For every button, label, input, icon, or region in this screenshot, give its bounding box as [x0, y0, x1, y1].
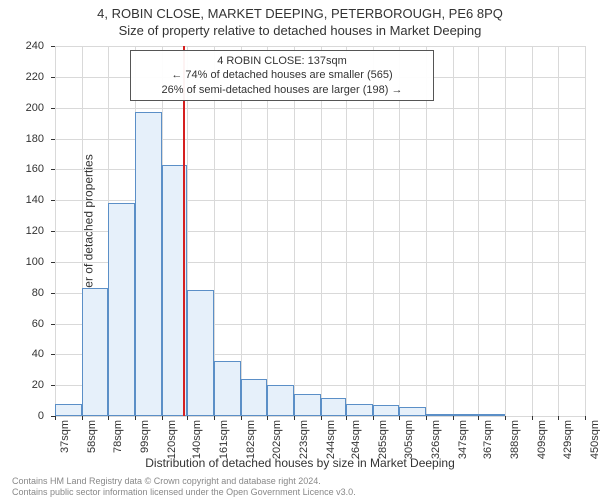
histogram-bar	[214, 361, 241, 417]
histogram-bar	[187, 290, 214, 416]
reference-line	[183, 46, 185, 416]
footer-line-2: Contains public sector information licen…	[12, 487, 356, 498]
histogram-bar	[294, 394, 321, 416]
histogram-bar	[373, 405, 399, 416]
footer-attribution: Contains HM Land Registry data © Crown c…	[12, 476, 356, 498]
gridline-vertical	[558, 46, 559, 416]
gridline-vertical	[399, 46, 400, 416]
gridline-vertical	[267, 46, 268, 416]
gridline-vertical	[55, 46, 56, 416]
info-line-3: 26% of semi-detached houses are larger (…	[137, 83, 427, 97]
histogram-bar	[321, 398, 347, 417]
histogram-bar	[346, 404, 373, 416]
gridline-vertical	[321, 46, 322, 416]
histogram-bar	[478, 414, 505, 416]
x-axis-title: Distribution of detached houses by size …	[0, 456, 600, 470]
gridline-vertical	[532, 46, 533, 416]
gridline-vertical	[426, 46, 427, 416]
histogram-bar	[108, 203, 135, 416]
chart-title-line1: 4, ROBIN CLOSE, MARKET DEEPING, PETERBOR…	[0, 0, 600, 21]
histogram-bar	[453, 414, 479, 416]
gridline-vertical	[585, 46, 586, 416]
gridline-vertical	[294, 46, 295, 416]
chart-container: 4, ROBIN CLOSE, MARKET DEEPING, PETERBOR…	[0, 0, 600, 500]
gridline-vertical	[505, 46, 506, 416]
plot-area	[55, 46, 585, 416]
gridline-vertical	[346, 46, 347, 416]
histogram-bar	[82, 288, 108, 416]
gridline-vertical	[241, 46, 242, 416]
histogram-bar	[55, 404, 82, 416]
gridline-vertical	[453, 46, 454, 416]
histogram-bar	[267, 385, 294, 416]
footer-line-1: Contains HM Land Registry data © Crown c…	[12, 476, 356, 487]
info-line-1: 4 ROBIN CLOSE: 137sqm	[137, 54, 427, 68]
histogram-bar	[241, 379, 267, 416]
histogram-bar	[135, 112, 162, 416]
chart-title-line2: Size of property relative to detached ho…	[0, 21, 600, 38]
info-box: 4 ROBIN CLOSE: 137sqm ← 74% of detached …	[130, 50, 434, 101]
gridline-vertical	[373, 46, 374, 416]
histogram-bar	[399, 407, 426, 416]
gridline-vertical	[478, 46, 479, 416]
histogram-bar	[426, 414, 453, 416]
info-line-2: ← 74% of detached houses are smaller (56…	[137, 68, 427, 82]
